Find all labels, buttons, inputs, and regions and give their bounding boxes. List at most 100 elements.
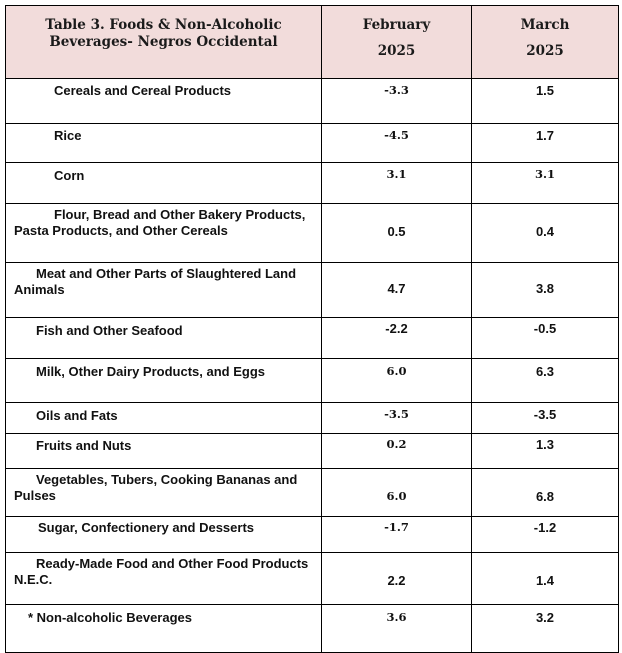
february-cell-value: -4.5 [384, 128, 409, 142]
march-cell-value: 3.1 [534, 167, 555, 181]
row-category: Corn [5, 162, 322, 204]
february-cell: 0.5 [321, 203, 472, 263]
table-header-row: Table 3. Foods & Non-Alcoholic Beverages… [5, 5, 619, 79]
column-year: 2025 [526, 43, 564, 59]
february-cell: 6.0 [321, 468, 472, 517]
february-cell: 6.0 [321, 358, 472, 403]
row-category-label: Meat and Other Parts of Slaughtered Land… [14, 266, 297, 297]
table-row: Cereals and Cereal Products -3.3 1.5 [5, 78, 619, 124]
march-cell-value: 3.8 [535, 281, 555, 296]
march-cell: -3.5 [471, 402, 619, 434]
table-row: Sugar, Confectionery and Desserts -1.7 -1.… [5, 516, 619, 553]
march-cell-value: -0.5 [533, 321, 557, 336]
table-row: * Non-alcoholic Beverages 3.6 3.2 [5, 604, 619, 653]
row-category: Sugar, Confectionery and Desserts [5, 516, 322, 553]
row-category: Meat and Other Parts of Slaughtered Land… [5, 262, 322, 318]
march-cell-value: 1.5 [535, 83, 555, 98]
february-cell-value: -3.3 [384, 83, 409, 97]
february-cell-value: 2.2 [387, 573, 406, 588]
february-cell: 3.1 [321, 162, 472, 204]
february-cell-value: 6.0 [386, 489, 407, 503]
march-cell-value: 1.4 [535, 573, 555, 588]
march-cell: 1.3 [471, 433, 619, 469]
march-cell: 1.5 [471, 78, 619, 124]
march-cell: 1.4 [471, 552, 619, 605]
row-category: Vegetables, Tubers, Cooking Bananas and … [5, 468, 322, 517]
table-row: Flour, Bread and Other Bakery Products, … [5, 203, 619, 263]
february-cell-value: 0.2 [386, 437, 407, 451]
march-cell-value: -1.2 [533, 520, 557, 535]
inflation-table: Table 3. Foods & Non-Alcoholic Beverages… [5, 5, 619, 653]
row-category-label: Ready-Made Food and Other Food Products … [14, 556, 309, 587]
february-cell-value: 6.0 [386, 364, 407, 378]
row-category-label: Sugar, Confectionery and Desserts [38, 520, 255, 535]
table-title: Table 3. Foods & Non-Alcoholic Beverages… [5, 5, 322, 79]
row-category-label: Fish and Other Seafood [36, 323, 183, 338]
february-cell: -1.7 [321, 516, 472, 553]
column-month: February [362, 17, 431, 33]
march-cell: -0.5 [471, 317, 619, 359]
row-category-label: Fruits and Nuts [36, 438, 132, 453]
march-cell-value: 0.4 [535, 224, 555, 239]
table-row: Fish and Other Seafood -2.2 -0.5 [5, 317, 619, 359]
row-category: Rice [5, 123, 322, 163]
table-title-text: Table 3. Foods & Non-Alcoholic Beverages… [45, 17, 282, 50]
february-cell: -3.3 [321, 78, 472, 124]
march-cell: 3.8 [471, 262, 619, 318]
row-category: Ready-Made Food and Other Food Products … [5, 552, 322, 605]
march-cell-value: 1.7 [535, 128, 555, 143]
march-cell-value: -3.5 [533, 407, 557, 422]
march-cell: 3.1 [471, 162, 619, 204]
row-category: Fruits and Nuts [5, 433, 322, 469]
column-header-march: March 2025 [471, 5, 619, 79]
table-row: Rice -4.5 1.7 [5, 123, 619, 163]
february-cell-value: -2.2 [385, 321, 408, 336]
column-header-february: February 2025 [321, 5, 472, 79]
march-cell: 1.7 [471, 123, 619, 163]
row-category: * Non-alcoholic Beverages [5, 604, 322, 653]
february-cell-value: 3.1 [386, 167, 407, 181]
march-cell-value: 6.8 [535, 489, 555, 504]
row-category: Oils and Fats [5, 402, 322, 434]
march-cell: 3.2 [471, 604, 619, 653]
row-category: Flour, Bread and Other Bakery Products, … [5, 203, 322, 263]
row-category-label: Rice [54, 128, 82, 143]
february-cell: 3.6 [321, 604, 472, 653]
february-cell-value: -1.7 [384, 520, 409, 534]
february-cell: -4.5 [321, 123, 472, 163]
row-category-label: Flour, Bread and Other Bakery Products, … [14, 207, 306, 238]
february-cell-value: 0.5 [387, 224, 406, 239]
table-row: Milk, Other Dairy Products, and Eggs 6.0 6… [5, 358, 619, 403]
row-category-label: Oils and Fats [36, 408, 118, 423]
row-category-label: Vegetables, Tubers, Cooking Bananas and … [14, 472, 298, 503]
column-month: March [520, 17, 570, 33]
row-category-label: * Non-alcoholic Beverages [28, 610, 192, 625]
table-row: Ready-Made Food and Other Food Products … [5, 552, 619, 605]
row-category: Milk, Other Dairy Products, and Eggs [5, 358, 322, 403]
march-cell-value: 6.3 [535, 364, 555, 379]
table-row: Oils and Fats -3.5 -3.5 [5, 402, 619, 434]
february-cell-value: 3.6 [386, 610, 407, 624]
row-category-label: Corn [54, 168, 85, 183]
february-cell: 2.2 [321, 552, 472, 605]
february-cell: 4.7 [321, 262, 472, 318]
march-cell: 6.8 [471, 468, 619, 517]
february-cell-value: -3.5 [384, 407, 409, 421]
row-category: Cereals and Cereal Products [5, 78, 322, 124]
march-cell: 6.3 [471, 358, 619, 403]
row-category-label: Milk, Other Dairy Products, and Eggs [36, 364, 265, 379]
february-cell: -3.5 [321, 402, 472, 434]
row-category-label: Cereals and Cereal Products [54, 83, 232, 98]
table-row: Corn 3.1 3.1 [5, 162, 619, 204]
column-year: 2025 [377, 43, 416, 59]
february-cell-value: 4.7 [387, 281, 406, 296]
february-cell: 0.2 [321, 433, 472, 469]
march-cell: 0.4 [471, 203, 619, 263]
february-cell: -2.2 [321, 317, 472, 359]
table-row: Meat and Other Parts of Slaughtered Land… [5, 262, 619, 318]
table-row: Fruits and Nuts 0.2 1.3 [5, 433, 619, 469]
row-category: Fish and Other Seafood [5, 317, 322, 359]
march-cell-value: 3.2 [535, 610, 555, 625]
march-cell-value: 1.3 [535, 437, 555, 452]
march-cell: -1.2 [471, 516, 619, 553]
